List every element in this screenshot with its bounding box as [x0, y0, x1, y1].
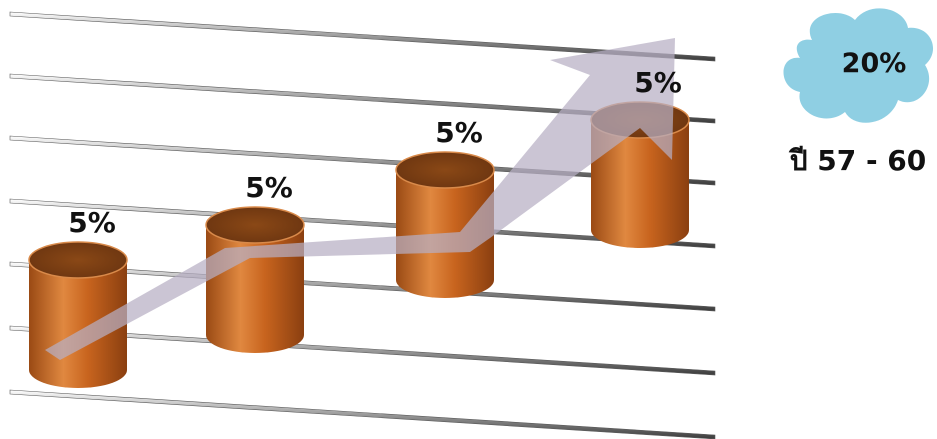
bar-top: [205, 206, 305, 244]
data-label: 5%: [435, 116, 483, 149]
gridline: [9, 325, 716, 376]
total-percent-label: 20%: [842, 48, 907, 79]
cloud-shape: [783, 8, 934, 123]
trend-arrow: [45, 38, 675, 360]
bar-top: [28, 241, 128, 279]
gridline: [9, 73, 716, 124]
bar-body: [29, 260, 127, 388]
data-label: 5%: [68, 206, 116, 239]
bar: [28, 241, 128, 388]
gridline: [9, 11, 716, 62]
data-label: 5%: [634, 66, 682, 99]
period-label: ปี 57 - 60: [788, 144, 927, 177]
total-cloud: 20%: [783, 8, 934, 123]
data-label: 5%: [245, 171, 293, 204]
bar-top: [395, 151, 495, 189]
bar: [205, 206, 305, 353]
gridline: [9, 389, 716, 439]
data-labels: 5% 5% 5% 5%: [68, 66, 682, 239]
trend-arrow-shape: [45, 38, 675, 360]
